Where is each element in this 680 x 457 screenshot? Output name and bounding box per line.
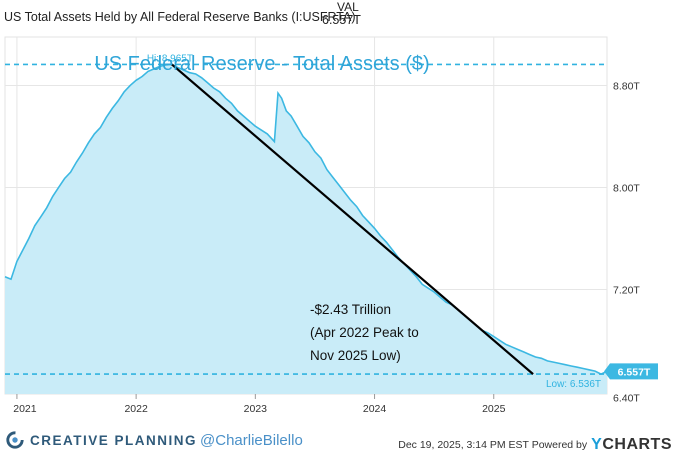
y-tick-label: 6.40T [613,392,640,404]
annotation-line: Nov 2025 Low) [310,348,401,363]
chart-header: US Total Assets Held by All Federal Rese… [4,0,676,30]
x-tick-label: 2023 [244,403,268,415]
annotation-line: (Apr 2022 Peak to [310,325,419,340]
x-axis-ticks: 2021 2022 2023 2024 2025 [13,394,506,415]
x-tick-label: 2025 [482,403,506,415]
current-value-badge: 6.557T [604,363,658,380]
y-tick-label: 8.00T [613,182,640,194]
timestamp: Dec 19, 2025, 3:14 PM EST Powered by [398,439,588,451]
x-tick-label: 2024 [363,403,387,415]
decline-annotation: -$2.43 Trillion (Apr 2022 Peak to Nov 2025… [310,302,419,363]
x-tick-label: 2021 [13,403,37,415]
y-axis-ticks: 6.40T 7.20T 8.00T 8.80T [613,80,640,404]
creative-planning-logo-icon [6,431,24,449]
footer-source: Dec 19, 2025, 3:14 PM EST Powered by YCH… [398,436,672,454]
current-value-badge-label: 6.557T [618,366,651,378]
current-value: 6.557T [322,13,361,27]
ycharts-logo[interactable]: YCHARTS [591,436,672,453]
brand-name: CREATIVE PLANNING [30,432,198,448]
low-label: Low: 6.536T [546,379,601,390]
current-value-badge-bg [604,363,658,380]
footer-brand: CREATIVE PLANNING @CharlieBilello [6,428,303,452]
fed-assets-chart: Hi: 8.965T Low: 6.536T US Federal Reserv… [4,36,658,415]
annotation-line: -$2.43 Trillion [310,302,391,317]
chart-title: US Federal Reserve - Total Assets ($) [94,53,429,75]
x-tick-label: 2022 [124,403,148,415]
y-tick-label: 7.20T [613,284,640,296]
high-label: Hi: 8.965T [147,53,193,64]
assets-area-fill [5,64,607,395]
assets-line [4,63,608,375]
y-tick-label: 8.80T [613,80,640,92]
series-label: US Total Assets Held by All Federal Rese… [4,10,356,24]
author-handle[interactable]: @CharlieBilello [200,431,303,449]
decline-trendline [171,63,534,375]
value-column-header: VAL [337,0,359,14]
